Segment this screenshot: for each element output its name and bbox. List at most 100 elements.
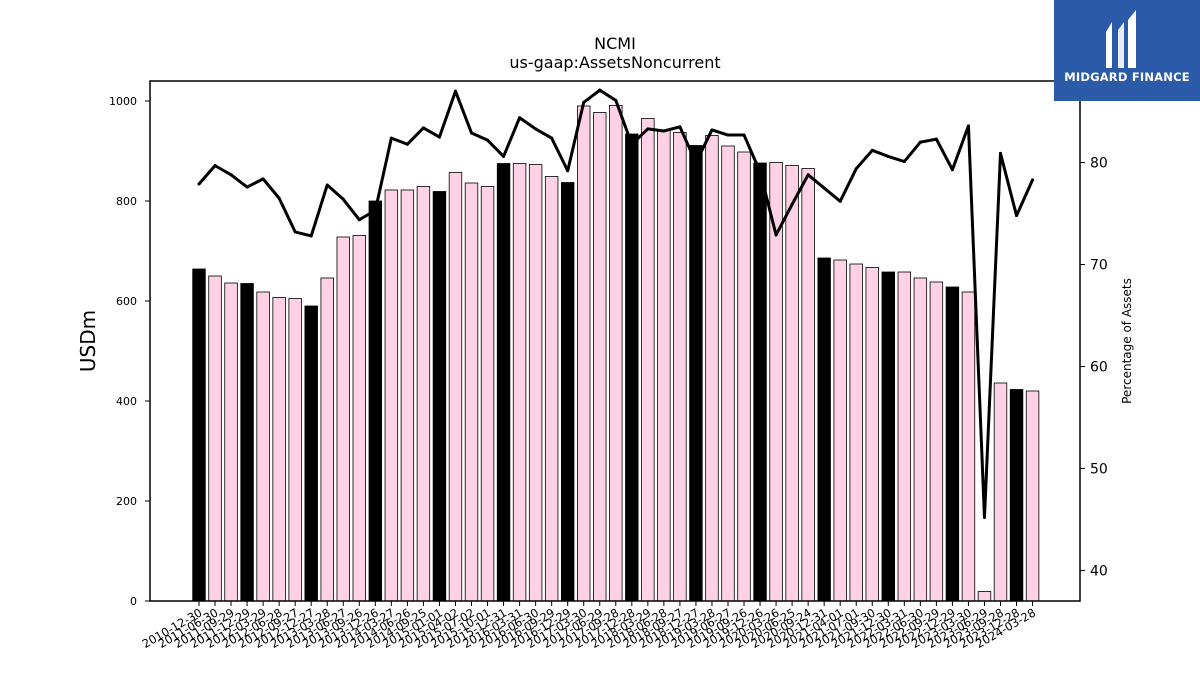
bar xyxy=(961,291,976,602)
line-point xyxy=(662,129,666,133)
bar xyxy=(897,271,912,602)
line-point xyxy=(678,125,682,129)
logo-text: MIDGARD FINANCE xyxy=(1064,70,1190,84)
bar xyxy=(512,163,527,602)
bar xyxy=(240,283,254,602)
y2-axis-label: Percentage of Assets xyxy=(1120,278,1134,404)
bar xyxy=(480,186,495,602)
bar xyxy=(432,191,447,602)
line-point xyxy=(534,127,538,131)
bar xyxy=(705,135,719,602)
line-point xyxy=(325,183,329,187)
line-point xyxy=(293,230,297,234)
y2-tick-label: 70 xyxy=(1090,258,1108,274)
line-point xyxy=(822,186,826,190)
line-point xyxy=(934,137,938,141)
line-point xyxy=(598,88,602,92)
bar xyxy=(753,162,767,602)
bar xyxy=(416,186,431,602)
line-point xyxy=(229,173,233,177)
bar xyxy=(945,286,960,602)
bar xyxy=(448,172,463,602)
line-point xyxy=(582,100,586,104)
logo: MIDGARD FINANCE xyxy=(1054,0,1200,101)
line-point xyxy=(470,131,474,135)
bar xyxy=(785,165,799,602)
y-tick-label: 0 xyxy=(130,595,137,608)
line-point xyxy=(646,127,650,131)
bar xyxy=(352,235,367,602)
y-tick-label: 400 xyxy=(116,395,137,408)
line-point xyxy=(710,128,714,132)
bar xyxy=(993,382,1008,602)
bar xyxy=(673,132,687,602)
bar xyxy=(817,257,831,602)
bar xyxy=(400,189,415,602)
y2-tick-label: 40 xyxy=(1090,563,1108,579)
line-point xyxy=(758,170,762,174)
bar xyxy=(721,145,735,602)
line-point xyxy=(999,151,1002,155)
bar xyxy=(192,268,206,602)
line-point xyxy=(1031,178,1035,182)
line-point xyxy=(790,202,794,206)
bar xyxy=(544,176,559,602)
bar xyxy=(320,277,334,602)
bar-series xyxy=(192,105,1040,602)
bar xyxy=(593,112,607,602)
bar xyxy=(689,145,703,602)
line-point xyxy=(277,196,281,200)
line-point xyxy=(742,133,746,137)
line-point xyxy=(630,142,634,146)
line-point xyxy=(982,515,986,519)
bar xyxy=(304,305,318,602)
line-point xyxy=(309,234,313,238)
line-point xyxy=(1015,214,1019,218)
bar xyxy=(208,275,222,602)
y2-tick-label: 60 xyxy=(1090,359,1108,375)
line-point xyxy=(902,160,906,164)
bar xyxy=(849,263,863,602)
line-point xyxy=(870,148,874,152)
line-point xyxy=(918,140,922,144)
line-point xyxy=(550,136,554,140)
bar xyxy=(464,182,479,602)
line-point xyxy=(389,136,393,140)
line-point xyxy=(886,154,890,158)
logo-mark-icon xyxy=(1106,10,1136,68)
line-point xyxy=(806,173,810,177)
bar xyxy=(272,297,286,602)
y2-tick-label: 50 xyxy=(1090,461,1108,477)
line-point xyxy=(726,133,730,137)
bar xyxy=(977,591,992,602)
y-axis-label: USDm xyxy=(76,310,100,372)
bar xyxy=(929,281,944,602)
bar xyxy=(865,267,879,602)
y-tick-label: 600 xyxy=(116,295,137,308)
bar xyxy=(609,105,623,602)
line-point xyxy=(197,182,201,186)
line-point xyxy=(694,161,698,165)
bar xyxy=(528,164,543,602)
line-point xyxy=(774,233,778,237)
line-point xyxy=(213,164,217,168)
line-series xyxy=(197,88,1035,519)
bar xyxy=(336,236,350,602)
line-point xyxy=(261,177,265,181)
line-point xyxy=(373,208,377,212)
line-point xyxy=(566,169,570,173)
bar xyxy=(657,130,671,602)
line-point xyxy=(341,197,345,201)
bar xyxy=(368,200,383,602)
bar xyxy=(881,271,895,602)
bar xyxy=(1009,389,1024,602)
line-point xyxy=(518,116,522,120)
line-point xyxy=(966,124,970,128)
bar xyxy=(913,277,928,602)
line-point xyxy=(405,142,409,146)
line-point xyxy=(437,135,441,139)
plot-frame xyxy=(149,80,1081,602)
bar xyxy=(577,105,591,602)
line-point xyxy=(357,218,361,222)
